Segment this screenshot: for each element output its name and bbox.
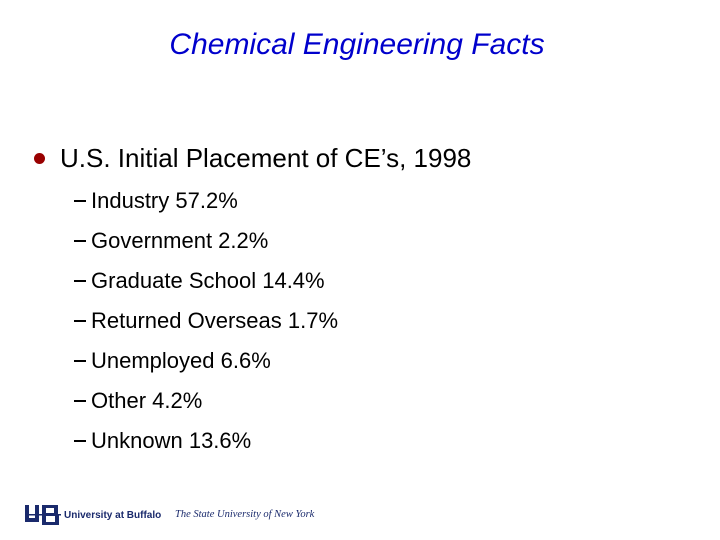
sub-item-text: Graduate School 14.4% xyxy=(91,268,325,293)
bullet-heading: U.S. Initial Placement of CE’s, 1998 xyxy=(60,143,472,173)
dash-marker xyxy=(74,240,86,242)
dash-marker xyxy=(74,440,86,442)
sub-item-text: Unemployed 6.6% xyxy=(91,348,271,373)
sub-item-text: Returned Overseas 1.7% xyxy=(91,308,339,333)
bullet-dot xyxy=(34,153,45,164)
ub-logo xyxy=(25,505,61,525)
sub-item-text: Government 2.2% xyxy=(91,228,269,253)
slide-title: Chemical Engineering Facts xyxy=(169,28,545,61)
system-name: The State University of New York xyxy=(175,509,315,520)
dash-marker xyxy=(74,360,86,362)
dash-marker xyxy=(74,200,86,202)
university-name: University at Buffalo xyxy=(64,510,162,521)
sub-item-text: Unknown 13.6% xyxy=(91,428,252,453)
dash-marker xyxy=(74,280,86,282)
sub-item-text: Industry 57.2% xyxy=(91,188,238,213)
dash-marker xyxy=(74,320,86,322)
sub-item-text: Other 4.2% xyxy=(91,388,203,413)
dash-marker xyxy=(74,400,86,402)
